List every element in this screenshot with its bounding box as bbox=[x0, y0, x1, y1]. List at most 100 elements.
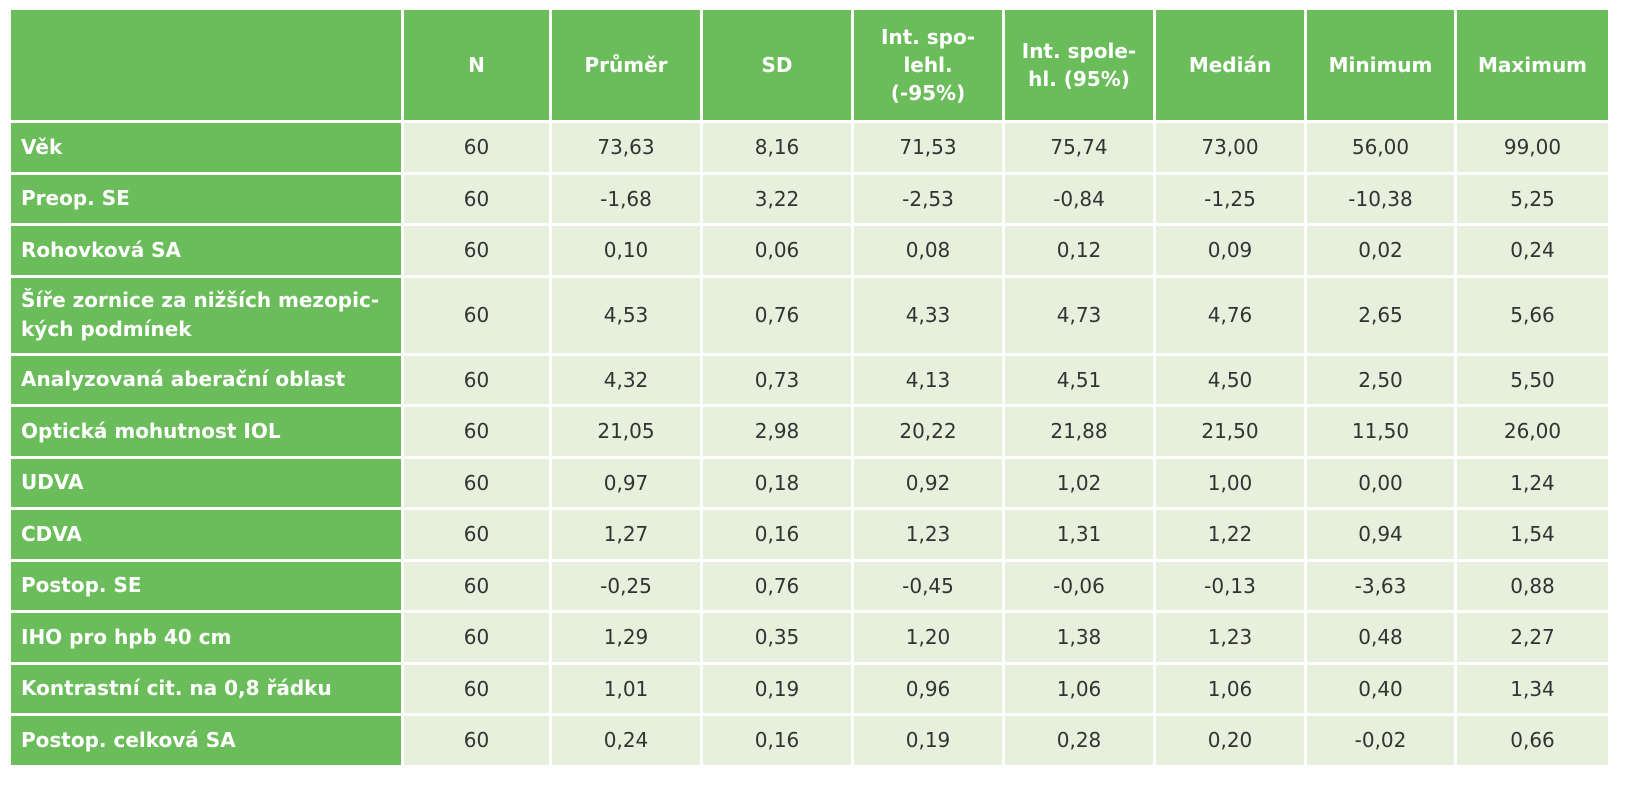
table-cell: -1,68 bbox=[549, 171, 703, 226]
table-cell: 4,33 bbox=[851, 274, 1005, 356]
table-cell: 4,73 bbox=[1002, 274, 1156, 356]
row-label: Postop. celková SA bbox=[8, 713, 404, 768]
row-label: CDVA bbox=[8, 507, 404, 562]
table-cell: 21,50 bbox=[1153, 404, 1307, 459]
table-cell: 1,20 bbox=[851, 610, 1005, 665]
table-cell: 0,09 bbox=[1153, 223, 1307, 278]
table-cell: 11,50 bbox=[1304, 404, 1457, 459]
table-cell: 4,53 bbox=[549, 274, 703, 356]
row-label-text: IHO pro hpb 40 cm bbox=[21, 624, 232, 649]
header-ci-upper-line: hl. (95%) bbox=[1028, 67, 1130, 91]
table-cell: 1,29 bbox=[549, 610, 703, 665]
table-row: Šíře zornice za nižších mezopic-kých pod… bbox=[8, 274, 1611, 356]
table-cell: 1,54 bbox=[1454, 507, 1611, 562]
table-row: IHO pro hpb 40 cm 60 1,29 0,35 1,20 1,38 1,23 0… bbox=[8, 610, 1611, 665]
header-minimum: Minimum bbox=[1304, 7, 1457, 123]
table-cell: -0,45 bbox=[851, 558, 1005, 613]
stats-table-container: N Průměr SD Int. spo- lehl. (-95%) Int. … bbox=[8, 7, 1611, 768]
header-mean: Průměr bbox=[549, 7, 703, 123]
table-cell: 0,24 bbox=[549, 713, 703, 768]
table-cell: -2,53 bbox=[851, 171, 1005, 226]
table-cell: 60 bbox=[401, 274, 552, 356]
table-cell: 1,00 bbox=[1153, 455, 1307, 510]
table-cell: 4,50 bbox=[1153, 352, 1307, 407]
row-label: Optická mohutnost IOL bbox=[8, 404, 404, 459]
row-label-text: Šíře zornice za nižších mezopic- bbox=[21, 288, 380, 312]
row-label-text: UDVA bbox=[21, 470, 84, 495]
table-cell: 60 bbox=[401, 120, 552, 175]
table-cell: 0,92 bbox=[851, 455, 1005, 510]
table-cell: -3,63 bbox=[1304, 558, 1457, 613]
header-empty-cell bbox=[8, 7, 404, 123]
table-cell: 0,16 bbox=[700, 713, 854, 768]
row-label: UDVA bbox=[8, 455, 404, 510]
row-label: Postop. SE bbox=[8, 558, 404, 613]
table-row: Kontrastní cit. na 0,8 řádku 60 1,01 0,19 0,… bbox=[8, 661, 1611, 716]
row-label-text: Věk bbox=[21, 134, 63, 159]
row-label: Rohovková SA bbox=[8, 223, 404, 278]
table-row: Optická mohutnost IOL 60 21,05 2,98 20,22 21,… bbox=[8, 404, 1611, 459]
table-cell: 60 bbox=[401, 507, 552, 562]
table-cell: 0,00 bbox=[1304, 455, 1457, 510]
table-cell: 0,28 bbox=[1002, 713, 1156, 768]
table-cell: 0,35 bbox=[700, 610, 854, 665]
table-cell: 1,06 bbox=[1002, 661, 1156, 716]
table-cell: 0,48 bbox=[1304, 610, 1457, 665]
table-cell: 60 bbox=[401, 661, 552, 716]
table-row: CDVA 60 1,27 0,16 1,23 1,31 1,22 0,94 1,54 bbox=[8, 507, 1611, 562]
table-row: Věk 60 73,63 8,16 71,53 75,74 73,00 56,00 99,00 bbox=[8, 120, 1611, 175]
table-cell: 5,25 bbox=[1454, 171, 1611, 226]
table-cell: 0,73 bbox=[700, 352, 854, 407]
row-label-text: CDVA bbox=[21, 521, 82, 546]
table-cell: -0,84 bbox=[1002, 171, 1156, 226]
table-cell: 60 bbox=[401, 352, 552, 407]
table-body: Věk 60 73,63 8,16 71,53 75,74 73,00 56,00 99,00 P… bbox=[8, 120, 1611, 768]
table-cell: -0,02 bbox=[1304, 713, 1457, 768]
table-cell: 0,24 bbox=[1454, 223, 1611, 278]
table-cell: 1,02 bbox=[1002, 455, 1156, 510]
table-cell: 5,50 bbox=[1454, 352, 1611, 407]
row-label-text: Analyzovaná aberační oblast bbox=[21, 367, 346, 392]
table-cell: 73,00 bbox=[1153, 120, 1307, 175]
table-cell: 3,22 bbox=[700, 171, 854, 226]
table-cell: 1,31 bbox=[1002, 507, 1156, 562]
table-cell: 0,19 bbox=[851, 713, 1005, 768]
table-row: Rohovková SA 60 0,10 0,06 0,08 0,12 0,09 0,02 0,… bbox=[8, 223, 1611, 278]
table-cell: -0,13 bbox=[1153, 558, 1307, 613]
table-cell: 0,10 bbox=[549, 223, 703, 278]
table-cell: 1,23 bbox=[1153, 610, 1307, 665]
table-cell: 0,94 bbox=[1304, 507, 1457, 562]
row-label: Analyzovaná aberační oblast bbox=[8, 352, 404, 407]
table-cell: 26,00 bbox=[1454, 404, 1611, 459]
row-label-text: Rohovková SA bbox=[21, 237, 182, 262]
table-cell: 4,13 bbox=[851, 352, 1005, 407]
table-cell: -0,25 bbox=[549, 558, 703, 613]
table-cell: 0,40 bbox=[1304, 661, 1457, 716]
table-cell: 1,27 bbox=[549, 507, 703, 562]
table-cell: 0,12 bbox=[1002, 223, 1156, 278]
header-ci-lower-line: (-95%) bbox=[890, 81, 966, 105]
table-cell: 0,88 bbox=[1454, 558, 1611, 613]
descriptive-stats-table: N Průměr SD Int. spo- lehl. (-95%) Int. … bbox=[8, 7, 1611, 768]
table-row: UDVA 60 0,97 0,18 0,92 1,02 1,00 0,00 1,24 bbox=[8, 455, 1611, 510]
table-row: Preop. SE 60 -1,68 3,22 -2,53 -0,84 -1,25 -10,3… bbox=[8, 171, 1611, 226]
table-cell: 0,19 bbox=[700, 661, 854, 716]
row-label-text: Postop. celková SA bbox=[21, 727, 236, 752]
row-label: Kontrastní cit. na 0,8 řádku bbox=[8, 661, 404, 716]
table-cell: 56,00 bbox=[1304, 120, 1457, 175]
table-cell: 0,76 bbox=[700, 558, 854, 613]
table-cell: 73,63 bbox=[549, 120, 703, 175]
table-cell: 0,02 bbox=[1304, 223, 1457, 278]
table-cell: 21,05 bbox=[549, 404, 703, 459]
table-cell: 1,38 bbox=[1002, 610, 1156, 665]
row-label-text: Optická mohutnost IOL bbox=[21, 418, 281, 443]
table-cell: 60 bbox=[401, 610, 552, 665]
table-cell: 60 bbox=[401, 404, 552, 459]
row-label: IHO pro hpb 40 cm bbox=[8, 610, 404, 665]
header-ci-lower: Int. spo- lehl. (-95%) bbox=[851, 7, 1005, 123]
table-row: Analyzovaná aberační oblast 60 4,32 0,73 4,1… bbox=[8, 352, 1611, 407]
table-cell: 2,65 bbox=[1304, 274, 1457, 356]
header-maximum: Maximum bbox=[1454, 7, 1611, 123]
table-cell: 60 bbox=[401, 558, 552, 613]
table-cell: 75,74 bbox=[1002, 120, 1156, 175]
